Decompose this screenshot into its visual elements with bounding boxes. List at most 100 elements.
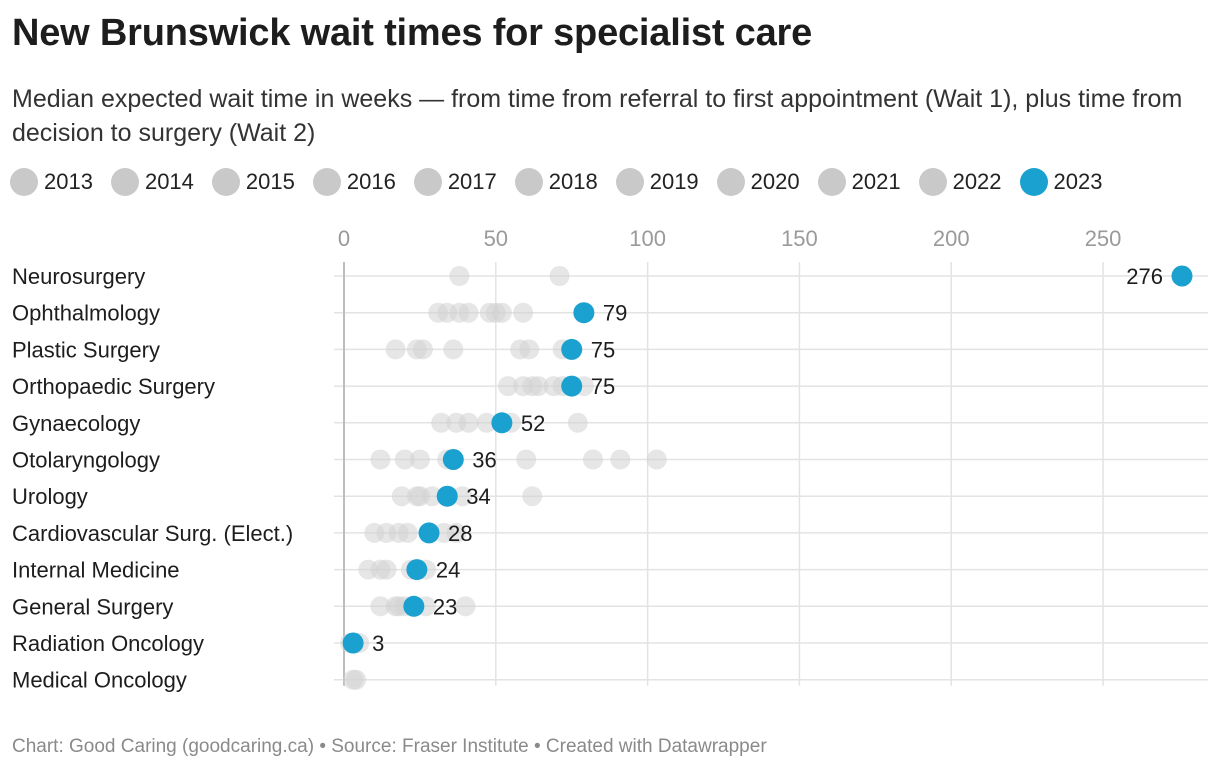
legend-swatch — [716, 168, 745, 196]
category-label: Ophthalmology — [12, 301, 160, 326]
history-dot — [443, 339, 464, 360]
category-label: Plastic Surgery — [12, 337, 160, 362]
chart-subtitle: Median expected wait time in weeks — fro… — [12, 85, 1183, 147]
legend-swatch — [1019, 168, 1048, 196]
value-label: 75 — [591, 374, 615, 399]
history-dot — [549, 266, 570, 286]
legend-label: 2022 — [952, 169, 1002, 194]
history-dot — [513, 302, 534, 323]
legend-item-2019: 2019 — [615, 168, 699, 196]
history-dot — [497, 376, 518, 397]
current-dot — [573, 302, 595, 324]
legend: 2013 2014 2015 2016 2017 2018 2019 2020 2021 2022… — [10, 168, 1120, 196]
current-dot — [491, 412, 513, 434]
history-dot — [567, 412, 588, 433]
history-dot — [610, 449, 631, 470]
category-label: Gynaecology — [12, 411, 140, 436]
history-dot — [446, 522, 467, 543]
legend-item-2014: 2014 — [110, 168, 194, 196]
legend-swatch — [615, 168, 644, 196]
legend-swatch — [110, 168, 139, 196]
x-tick-label: 200 — [933, 226, 970, 251]
legend-label: 2014 — [144, 169, 194, 194]
category-label: Internal Medicine — [12, 558, 180, 583]
legend-label: 2023 — [1053, 169, 1103, 194]
history-dot — [519, 339, 540, 360]
legend-swatch — [211, 168, 240, 196]
legend-label: 2018 — [548, 169, 598, 194]
legend-item-2022: 2022 — [918, 168, 1002, 196]
current-dot — [561, 338, 583, 360]
x-tick-label: 50 — [484, 226, 508, 251]
history-dot — [397, 522, 418, 543]
category-label: Otolaryngology — [12, 448, 160, 473]
legend-item-2016: 2016 — [312, 168, 396, 196]
history-dot — [452, 486, 473, 507]
history-dot — [458, 302, 479, 323]
category-label: Urology — [12, 484, 88, 509]
category-label: Neurosurgery — [12, 264, 145, 289]
chart-footer: Chart: Good Caring (goodcaring.ca) • Sou… — [12, 736, 767, 757]
legend-item-2021: 2021 — [817, 168, 901, 196]
legend-item-2020: 2020 — [716, 168, 800, 196]
history-dot — [409, 449, 430, 470]
legend-swatch — [413, 168, 442, 196]
legend-item-2015: 2015 — [211, 168, 295, 196]
legend-item-2023: 2023 — [1019, 168, 1103, 196]
history-dot — [522, 486, 543, 507]
legend-label: 2016 — [346, 169, 396, 194]
history-dot — [449, 266, 470, 286]
value-label: 24 — [436, 558, 460, 583]
history-dot — [516, 449, 537, 470]
legend-item-2013: 2013 — [10, 168, 93, 196]
category-label: Cardiovascular Surg. (Elect.) — [12, 521, 293, 546]
history-dot — [412, 339, 433, 360]
legend-item-2018: 2018 — [514, 168, 598, 196]
value-label: 36 — [472, 448, 496, 473]
category-label: Radiation Oncology — [12, 631, 204, 656]
legend-label: 2015 — [245, 169, 295, 194]
history-dot — [476, 412, 497, 433]
history-dot — [376, 559, 397, 580]
x-tick-label: 250 — [1085, 226, 1122, 251]
history-dot — [346, 669, 367, 690]
x-tick-label: 100 — [629, 226, 666, 251]
value-label: 52 — [521, 411, 545, 436]
category-label: General Surgery — [12, 594, 173, 619]
legend-label: 2019 — [649, 169, 699, 194]
current-dot — [1171, 265, 1193, 287]
legend-swatch — [817, 168, 846, 196]
current-dot — [561, 375, 583, 397]
current-dot — [442, 449, 464, 470]
chart-title: New Brunswick wait times for specialist … — [12, 12, 813, 54]
value-label: 34 — [466, 484, 490, 509]
history-dot — [491, 302, 512, 323]
current-dot — [342, 632, 364, 654]
current-dot — [403, 595, 425, 617]
legend-swatch — [10, 168, 38, 196]
value-label: 28 — [448, 521, 472, 546]
legend-label: 2013 — [44, 169, 93, 194]
value-label: 79 — [603, 301, 627, 326]
history-dot — [646, 449, 667, 470]
legend-label: 2017 — [447, 169, 497, 194]
legend-swatch — [312, 168, 341, 196]
legend-swatch — [918, 168, 947, 196]
legend-label: 2021 — [851, 169, 901, 194]
history-dot — [391, 486, 412, 507]
history-dot — [422, 486, 443, 507]
legend-item-2017: 2017 — [413, 168, 497, 196]
legend-swatch — [514, 168, 543, 196]
current-dot — [418, 522, 440, 544]
value-label: 3 — [372, 631, 384, 656]
history-dot — [370, 596, 391, 617]
current-dot — [436, 485, 458, 507]
history-dot — [431, 412, 452, 433]
value-label: 75 — [591, 337, 615, 362]
current-dot — [406, 559, 428, 581]
history-dot — [582, 449, 603, 470]
history-dot — [370, 449, 391, 470]
x-tick-label: 150 — [781, 226, 818, 251]
legend-label: 2020 — [750, 169, 800, 194]
value-label: 23 — [433, 594, 457, 619]
